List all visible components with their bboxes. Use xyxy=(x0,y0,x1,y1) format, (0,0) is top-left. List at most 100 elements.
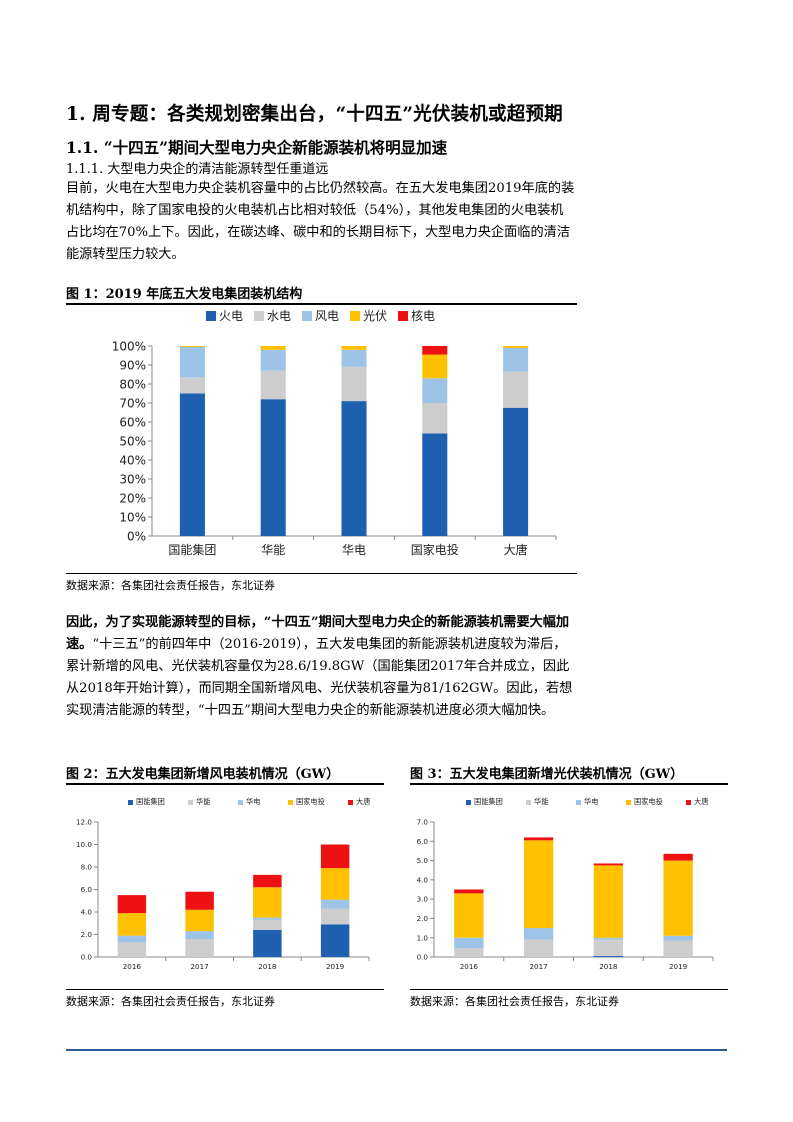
bar-segment-1-2-4 xyxy=(253,874,282,888)
legend-swatch-2-3 xyxy=(626,800,631,805)
category-label-0-4: 大唐 xyxy=(504,542,528,557)
figure-1-chart: 火电 水电 风电 光伏 核电 0% 10% 20% 30% 40% 50% 60% 70% 80% 90%… xyxy=(112,309,557,557)
figure-3-chart: 国能集团 华能 华电 国家电投 大唐 0.01.02.03.04.05.06.07.0 … xyxy=(417,797,714,971)
y-tick-label-2-2: 2.0 xyxy=(417,914,429,923)
legend-swatch-1-0 xyxy=(128,800,133,805)
y-tick-label-0-0: 0% xyxy=(127,529,146,543)
bar-segment-0-2-2 xyxy=(341,349,367,367)
category-label-0-1: 华能 xyxy=(261,543,285,557)
bar-segment-0-0-0 xyxy=(179,393,205,536)
legend-swatch-2-0 xyxy=(466,800,471,805)
category-label-0-2: 华电 xyxy=(342,543,366,557)
bar-segment-2-1-4 xyxy=(523,837,554,841)
bar-segment-0-0-3 xyxy=(179,346,205,347)
legend-label-0-0: 火电 xyxy=(219,309,243,323)
y-tick-label-0-10: 100% xyxy=(112,339,146,353)
y-tick-label-2-1: 1.0 xyxy=(417,933,429,942)
y-tick-label-2-4: 4.0 xyxy=(417,875,429,884)
bar-segment-1-2-1 xyxy=(253,919,282,930)
figure-2-top-rule xyxy=(66,783,384,785)
legend-swatch-0-3 xyxy=(350,311,360,321)
footer-rule xyxy=(66,1049,727,1051)
figure-1-source: 数据来源：各集团社会责任报告，东北证券 xyxy=(66,579,275,592)
y-tick-label-2-5: 5.0 xyxy=(417,856,429,865)
bar-segment-0-2-3 xyxy=(341,346,367,350)
bar-segment-2-2-4 xyxy=(593,863,624,866)
y-tick-label-0-5: 50% xyxy=(119,434,146,448)
legend-swatch-1-2 xyxy=(238,800,243,805)
y-tick-label-0-7: 70% xyxy=(119,396,146,410)
subsubsection-title: 1.1.1. 大型电力央企的清洁能源转型任重道远 xyxy=(66,162,329,177)
paragraph-2-lead: 因此，为了实现能源转型的目标，“十四五”期间大型电力央企的新能源装机需要大幅加速… xyxy=(66,615,570,652)
bar-segment-2-1-2 xyxy=(523,928,554,940)
y-tick-label-2-6: 6.0 xyxy=(417,837,429,846)
figure-3-top-rule xyxy=(410,783,728,785)
y-tick-label-0-1: 10% xyxy=(119,510,146,524)
bar-segment-1-0-2 xyxy=(117,935,147,943)
bar-segment-0-4-3 xyxy=(503,346,529,348)
legend-swatch-2-1 xyxy=(526,800,531,805)
figure-3-title: 图 3：五大发电集团新增光伏装机情况（GW） xyxy=(410,767,684,782)
bar-segment-2-3-3 xyxy=(663,860,693,936)
y-tick-label-2-3: 3.0 xyxy=(417,895,429,904)
bar-segment-0-3-4 xyxy=(422,346,448,355)
paragraph-1: 目前，火电在大型电力央企装机容量中的占比仍然较高。在五大发电集团2019年底的装… xyxy=(66,181,575,262)
bar-segment-1-3-0 xyxy=(320,924,350,957)
paragraph-2: 因此，为了实现能源转型的目标，“十四五”期间大型电力央企的新能源装机需要大幅加速… xyxy=(66,612,575,722)
figure-2-title: 图 2：五大发电集团新增风电装机情况（GW） xyxy=(66,767,340,782)
bar-segment-2-0-3 xyxy=(454,893,484,938)
y-tick-label-1-0: 0.0 xyxy=(81,953,93,962)
figure-3-bottom-rule xyxy=(410,989,728,990)
bar-segment-0-0-1 xyxy=(179,377,205,394)
category-label-0-0: 国能集团 xyxy=(168,542,216,557)
y-tick-label-1-1: 2.0 xyxy=(81,930,93,939)
y-tick-label-1-3: 6.0 xyxy=(81,885,93,894)
legend-swatch-0-0 xyxy=(206,311,216,321)
y-tick-label-1-4: 8.0 xyxy=(81,863,93,872)
bar-segment-2-2-3 xyxy=(593,865,624,938)
bar-segment-1-1-3 xyxy=(185,909,214,932)
legend-label-1-3: 国家电投 xyxy=(296,797,325,806)
bar-segment-1-0-4 xyxy=(117,895,147,914)
y-tick-label-0-6: 60% xyxy=(119,415,146,429)
category-label-1-1: 2017 xyxy=(190,962,208,971)
bar-segment-1-0-3 xyxy=(117,913,147,936)
legend-label-0-3: 光伏 xyxy=(363,309,387,323)
category-label-2-2: 2018 xyxy=(599,962,618,971)
bar-segment-1-3-1 xyxy=(320,908,350,925)
bar-segment-2-1-3 xyxy=(523,840,554,929)
bar-segment-1-2-0 xyxy=(253,930,282,957)
legend-label-2-2: 华电 xyxy=(584,797,598,806)
y-tick-label-0-2: 20% xyxy=(119,491,146,505)
bar-segment-2-2-2 xyxy=(593,937,624,940)
bar-segment-2-2-1 xyxy=(593,939,624,957)
bar-segment-0-1-0 xyxy=(260,399,286,536)
y-tick-label-1-5: 10.0 xyxy=(76,840,92,849)
bar-segment-1-1-4 xyxy=(185,891,214,910)
legend-label-0-2: 风电 xyxy=(315,309,339,323)
bar-segment-2-2-0 xyxy=(593,956,624,957)
legend-label-1-2: 华电 xyxy=(246,797,260,806)
bar-segment-2-3-4 xyxy=(663,853,693,861)
bar-segment-0-2-1 xyxy=(341,366,367,402)
category-label-2-3: 2019 xyxy=(669,962,688,971)
y-tick-label-0-3: 30% xyxy=(119,472,146,486)
legend-swatch-0-4 xyxy=(398,311,408,321)
y-tick-label-2-7: 7.0 xyxy=(417,818,429,827)
category-label-1-3: 2019 xyxy=(326,962,345,971)
bar-segment-2-0-2 xyxy=(454,937,484,949)
bar-segment-2-3-2 xyxy=(663,935,693,941)
bar-segment-0-4-2 xyxy=(503,347,529,372)
bar-segment-1-1-1 xyxy=(185,939,214,957)
legend-swatch-0-1 xyxy=(254,311,264,321)
category-label-1-0: 2016 xyxy=(123,962,142,971)
bar-segment-1-0-1 xyxy=(117,942,147,957)
bar-segment-1-1-2 xyxy=(185,931,214,939)
bar-segment-0-3-2 xyxy=(422,378,448,403)
bar-segment-1-2-3 xyxy=(253,887,282,918)
bar-segment-0-1-2 xyxy=(260,349,286,371)
legend-label-2-0: 国能集团 xyxy=(474,797,503,806)
legend-label-2-1: 华能 xyxy=(534,797,548,806)
bar-segment-2-0-1 xyxy=(454,948,484,957)
figure-2-chart: 国能集团 华能 华电 国家电投 大唐 0.0 2.0 4.0 6.0 8.0 10.0 12.0 2… xyxy=(76,797,370,971)
